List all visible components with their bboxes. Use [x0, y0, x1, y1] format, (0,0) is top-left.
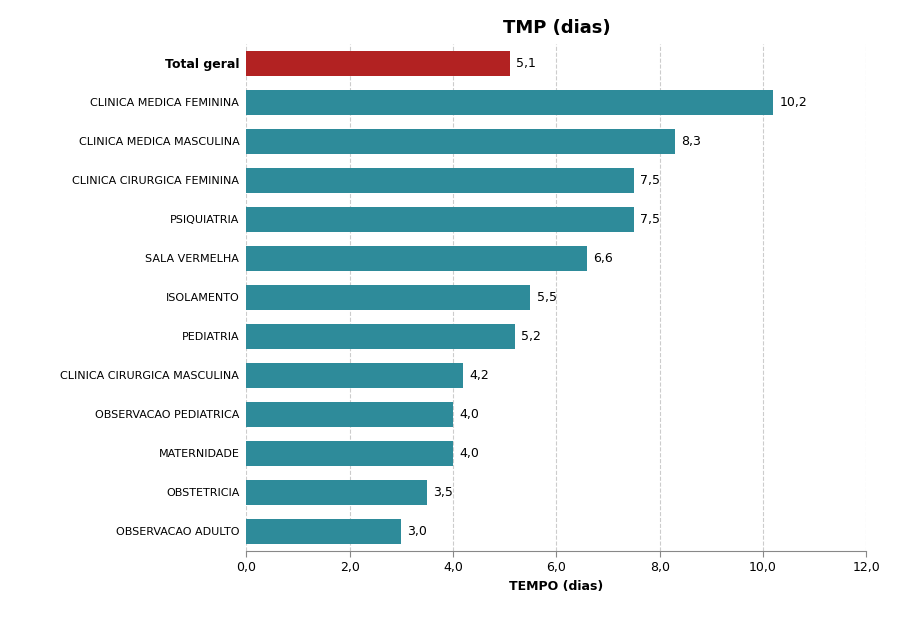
- Text: 7,5: 7,5: [640, 174, 660, 187]
- Text: 5,2: 5,2: [520, 330, 540, 343]
- Text: 6,6: 6,6: [593, 252, 612, 265]
- Text: 4,0: 4,0: [458, 447, 478, 460]
- Bar: [246, 441, 453, 466]
- X-axis label: TEMPO (dias): TEMPO (dias): [508, 580, 603, 593]
- Bar: [246, 480, 426, 505]
- Title: TMP (dias): TMP (dias): [502, 19, 609, 37]
- Bar: [246, 207, 633, 232]
- Text: 8,3: 8,3: [681, 135, 701, 148]
- Bar: [246, 324, 515, 349]
- Text: 4,2: 4,2: [469, 369, 488, 382]
- Bar: [246, 402, 453, 427]
- Text: 3,5: 3,5: [433, 486, 453, 499]
- Text: 10,2: 10,2: [779, 96, 806, 109]
- Text: 5,5: 5,5: [536, 291, 556, 304]
- Bar: [246, 519, 401, 544]
- Text: 7,5: 7,5: [640, 213, 660, 226]
- Text: 3,0: 3,0: [407, 525, 427, 538]
- Bar: [246, 90, 773, 115]
- Bar: [246, 285, 530, 310]
- Bar: [246, 129, 674, 154]
- Text: 5,1: 5,1: [516, 57, 536, 70]
- Bar: [246, 362, 463, 388]
- Bar: [246, 168, 633, 193]
- Bar: [246, 51, 509, 76]
- Bar: [246, 245, 587, 271]
- Text: 4,0: 4,0: [458, 408, 478, 421]
